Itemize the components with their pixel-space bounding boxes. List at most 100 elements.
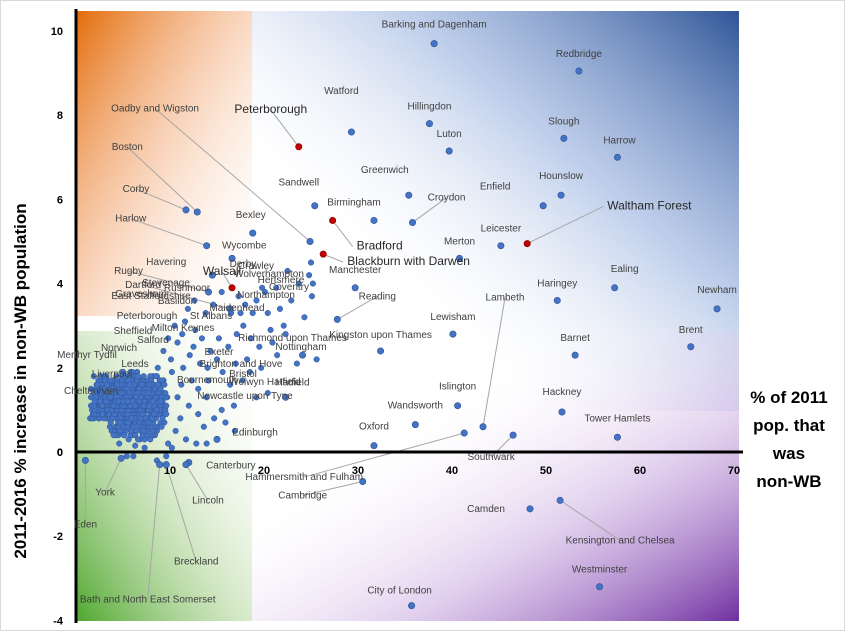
data-point (264, 310, 271, 317)
crowded-point-label: Crawley (238, 261, 274, 272)
data-point (134, 373, 142, 380)
data-point (182, 461, 190, 469)
leader-line (270, 109, 300, 148)
crowded-point-label: Rushmoor (164, 283, 211, 294)
data-point (123, 453, 130, 460)
data-point (713, 305, 721, 313)
leader-line (147, 464, 161, 600)
x-tick-label: 40 (446, 465, 458, 477)
data-point (267, 326, 274, 333)
point-label: Walsall (203, 264, 241, 278)
point-labels: Barking and Dagenham Redbridge Watford Hill… (57, 20, 737, 606)
data-point (124, 398, 131, 405)
point-label: Boston (112, 142, 143, 153)
x-tick-label: 30 (352, 465, 364, 477)
data-point (253, 297, 260, 304)
leader-line (185, 464, 209, 501)
leader-line (135, 188, 187, 211)
x-axis-title-line-4: non-WB (756, 472, 821, 491)
data-point (240, 322, 247, 329)
data-point (90, 373, 97, 380)
data-point (227, 381, 234, 388)
highlighted-data-point (295, 143, 303, 151)
point-label: Camden (467, 504, 505, 515)
data-point (107, 394, 114, 401)
data-point (445, 147, 453, 155)
point-label: Eden (74, 519, 97, 530)
data-point (213, 435, 221, 443)
data-point (308, 293, 315, 300)
point-label: Hatfield (276, 377, 310, 388)
data-point (120, 432, 127, 439)
crowded-point-label: St Albans (190, 311, 232, 322)
data-point (280, 322, 287, 329)
crowded-point-label: Cheltenham (64, 386, 118, 397)
data-point (193, 208, 201, 216)
data-point (147, 436, 154, 443)
data-point (153, 406, 160, 413)
data-point (557, 191, 565, 199)
data-point (154, 381, 161, 388)
data-point (99, 411, 106, 418)
data-point (195, 411, 202, 418)
data-point (313, 356, 320, 363)
data-point (299, 351, 307, 359)
data-point (288, 297, 295, 304)
data-point (177, 415, 184, 422)
crowded-point-label: Derby (230, 259, 257, 270)
data-point (182, 206, 190, 214)
data-point (405, 191, 413, 199)
data-point (132, 442, 139, 449)
data-point (333, 315, 341, 323)
data-point (110, 402, 117, 409)
leader-line (104, 458, 122, 493)
data-point (207, 347, 214, 355)
data-point (125, 419, 132, 426)
data-point (168, 368, 175, 376)
data-point (230, 402, 237, 409)
data-point (117, 427, 124, 435)
data-point (203, 394, 210, 401)
data-point (130, 453, 137, 460)
data-point (269, 339, 276, 346)
data-point (203, 242, 211, 250)
leader-line (337, 295, 378, 320)
data-point (98, 390, 105, 397)
point-label: Havering (146, 257, 186, 268)
data-point (282, 331, 289, 338)
data-point (107, 419, 114, 426)
crowded-point-label: Basildon (158, 296, 196, 307)
data-point (91, 398, 98, 405)
data-point (139, 411, 146, 418)
y-axis-title: 2011-2016 % increase in non-WB populatio… (11, 203, 30, 558)
data-point (132, 402, 139, 409)
data-point (195, 385, 202, 392)
point-label: Southwark (467, 452, 515, 463)
x-axis-title-line-3: was (772, 444, 805, 463)
data-point (687, 343, 695, 351)
data-point (218, 288, 225, 296)
data-point (141, 444, 148, 451)
data-point (205, 377, 212, 384)
quadrant-bottom-right (252, 331, 739, 621)
data-point (179, 331, 186, 338)
crowded-point-label: Milton Keynes (152, 323, 215, 334)
data-point (202, 310, 209, 317)
point-label: Islington (439, 382, 476, 393)
data-point (449, 330, 457, 338)
data-point (596, 583, 604, 591)
point-label: Lewisham (430, 312, 475, 323)
data-point (264, 390, 271, 397)
data-point (135, 398, 143, 405)
y-tick-label: 8 (57, 110, 63, 122)
point-label: Harlow (115, 214, 147, 225)
data-point (140, 427, 147, 435)
data-point (307, 259, 315, 266)
data-point (163, 402, 170, 409)
data-point (191, 297, 198, 304)
data-point (239, 377, 246, 384)
point-label: Watford (324, 86, 359, 97)
data-point (222, 419, 229, 426)
